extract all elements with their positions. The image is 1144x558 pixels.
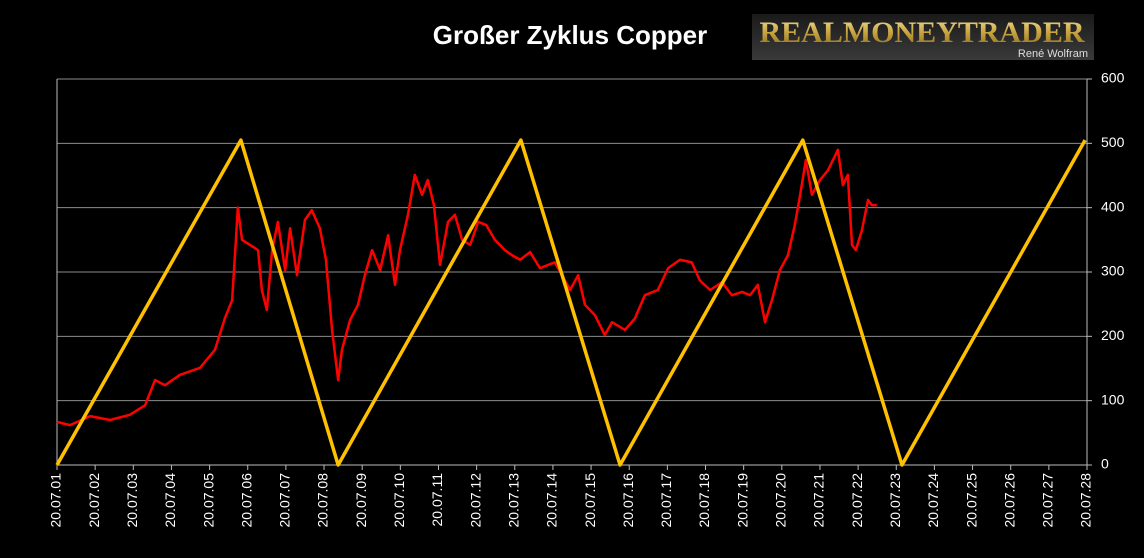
x-tick-label: 20.07.13 — [505, 473, 521, 528]
x-tick-label: 20.07.23 — [887, 473, 903, 528]
x-tick-label: 20.07.26 — [1001, 473, 1017, 528]
y-tick-label: 400 — [1101, 198, 1125, 214]
x-tick-label: 20.07.24 — [925, 473, 941, 528]
x-tick-label: 20.07.21 — [811, 473, 827, 528]
x-tick-label: 20.07.19 — [734, 473, 750, 528]
x-tick-label: 20.07.18 — [696, 473, 712, 528]
x-tick-label: 20.07.14 — [544, 473, 560, 528]
logo-name: REALMONEYTRADER — [759, 16, 1084, 49]
series-line — [55, 138, 1087, 467]
y-tick-label: 0 — [1101, 456, 1109, 472]
y-tick-label: 600 — [1101, 70, 1125, 86]
x-tick-label: 20.07.02 — [86, 473, 102, 528]
x-tick-label: 20.07.28 — [1078, 473, 1094, 528]
x-tick-label: 20.07.22 — [849, 473, 865, 528]
x-tick-label: 20.07.09 — [353, 473, 369, 528]
x-tick-label: 20.07.25 — [963, 473, 979, 528]
plot-area: 0 100 200 300 400 500 600 20.07.01 20.07.02 20.07… — [48, 70, 1125, 528]
y-tick-label: 300 — [1101, 263, 1125, 279]
x-tick-label: 20.07.17 — [658, 473, 674, 528]
y-tick-label: 500 — [1101, 134, 1125, 150]
x-tick-label: 20.07.27 — [1040, 473, 1056, 528]
logo-plate — [752, 14, 1094, 60]
series-line — [56, 148, 877, 427]
x-tick-label: 20.07.20 — [773, 473, 789, 528]
x-tick-label: 20.07.06 — [238, 473, 254, 528]
x-tick-label: 20.07.07 — [277, 473, 293, 528]
logo-author: René Wolfram — [1018, 48, 1088, 60]
chart-title: Großer Zyklus Copper — [433, 20, 708, 50]
x-tick-label: 20.07.01 — [48, 473, 64, 528]
x-tick-label: 20.07.08 — [315, 473, 331, 528]
x-tick-label: 20.07.16 — [620, 473, 636, 528]
x-tick-label: 20.07.04 — [162, 473, 178, 528]
x-tick-label: 20.07.15 — [582, 473, 598, 528]
x-tick-label: 20.07.10 — [391, 473, 407, 528]
y-tick-label: 200 — [1101, 327, 1125, 343]
x-tick-label: 20.07.05 — [200, 473, 216, 528]
x-tick-label: 20.07.12 — [467, 473, 483, 528]
y-tick-label: 100 — [1101, 391, 1125, 407]
x-tick-label: 20.07.11 — [429, 473, 445, 527]
x-tick-label: 20.07.03 — [124, 473, 140, 528]
